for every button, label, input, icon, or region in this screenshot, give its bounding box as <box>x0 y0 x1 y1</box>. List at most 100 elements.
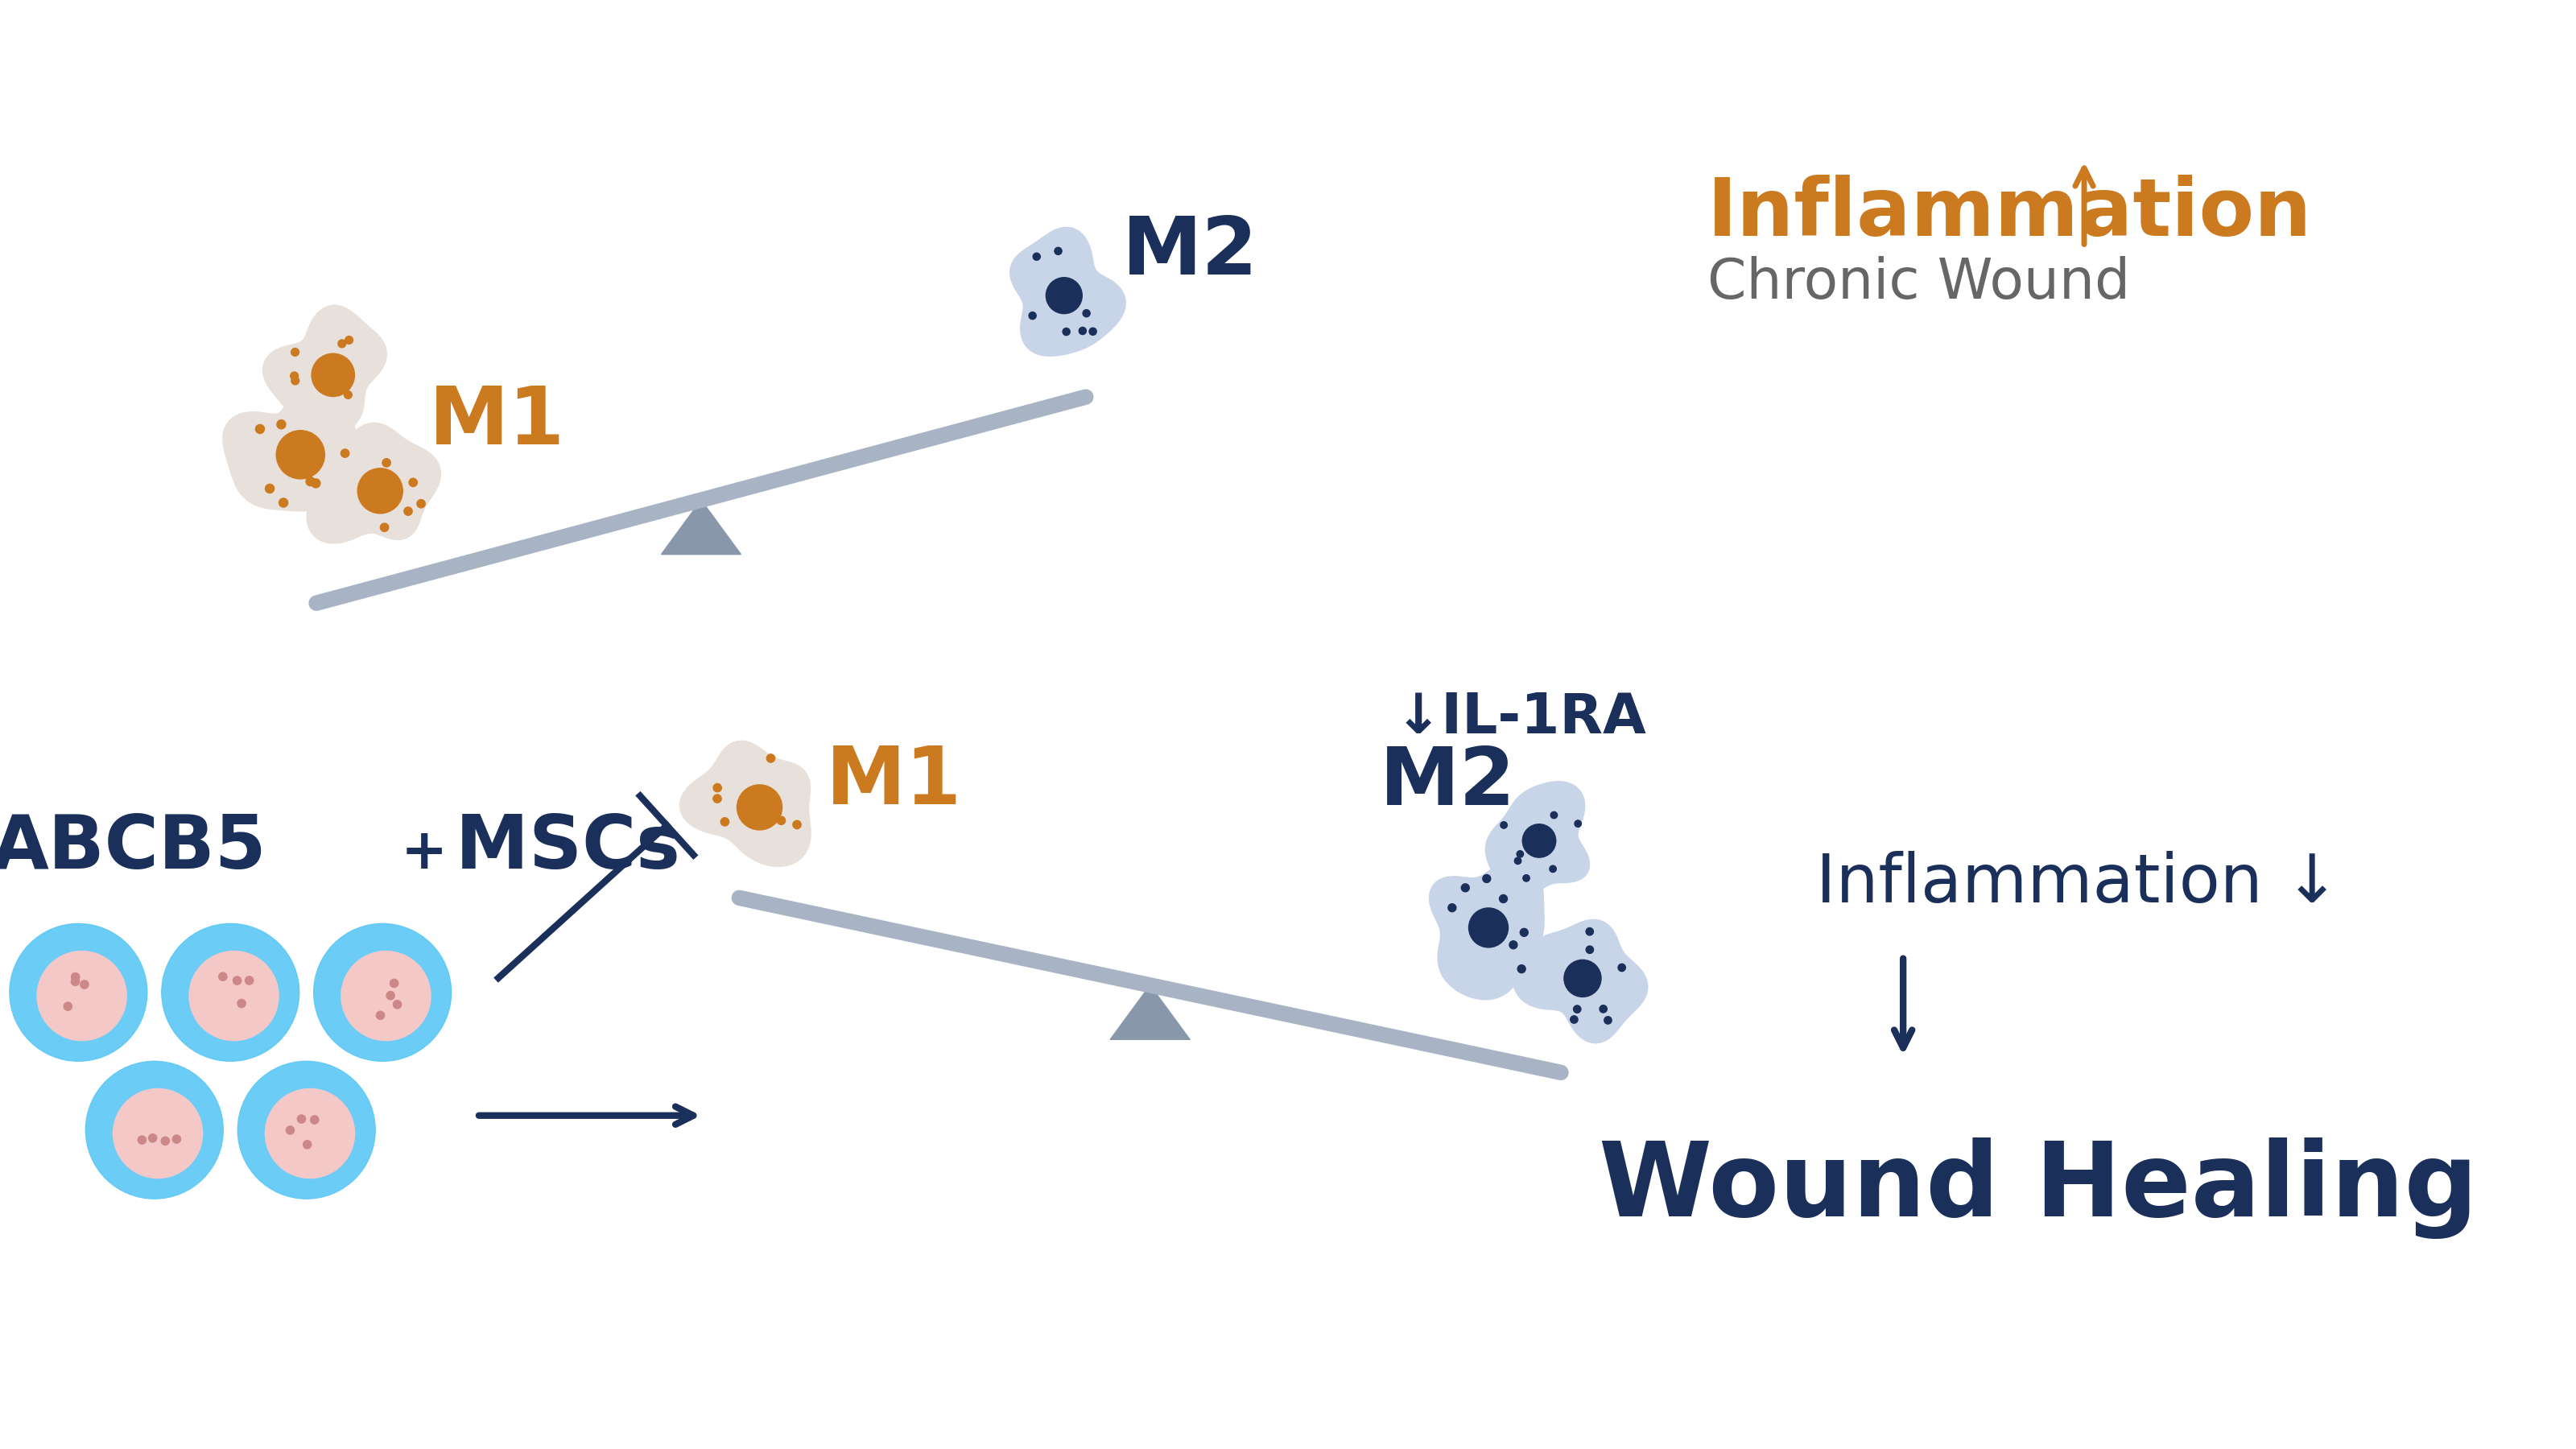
Circle shape <box>1028 312 1036 319</box>
Circle shape <box>358 468 402 513</box>
Circle shape <box>1054 248 1061 255</box>
Circle shape <box>149 1135 157 1142</box>
Text: Chronic Wound: Chronic Wound <box>1708 256 2130 310</box>
Polygon shape <box>307 423 440 543</box>
Polygon shape <box>263 306 386 433</box>
Circle shape <box>1618 964 1625 971</box>
Circle shape <box>314 923 451 1061</box>
Circle shape <box>1484 875 1492 882</box>
Circle shape <box>237 1000 245 1007</box>
Circle shape <box>291 372 299 380</box>
Circle shape <box>139 1136 147 1145</box>
Circle shape <box>278 498 289 507</box>
Circle shape <box>376 1011 384 1020</box>
Polygon shape <box>1512 920 1649 1043</box>
Circle shape <box>219 972 227 981</box>
Circle shape <box>737 785 783 830</box>
Circle shape <box>1046 278 1082 313</box>
Circle shape <box>312 354 355 397</box>
Circle shape <box>1448 904 1455 911</box>
Circle shape <box>1520 929 1528 936</box>
Text: Inflammation ↓: Inflammation ↓ <box>1816 851 2342 916</box>
Polygon shape <box>662 500 742 555</box>
Circle shape <box>340 449 350 458</box>
Circle shape <box>1499 822 1507 829</box>
Text: M1: M1 <box>428 383 564 461</box>
Circle shape <box>162 923 299 1061</box>
Text: MSCs: MSCs <box>430 811 680 884</box>
Circle shape <box>1079 327 1087 335</box>
Circle shape <box>36 951 126 1040</box>
Circle shape <box>80 981 88 988</box>
Circle shape <box>1499 895 1507 903</box>
Circle shape <box>265 1088 355 1178</box>
Circle shape <box>1564 959 1602 997</box>
Circle shape <box>768 753 775 762</box>
Circle shape <box>291 348 299 356</box>
Polygon shape <box>1486 781 1589 895</box>
Circle shape <box>1574 1006 1582 1013</box>
Circle shape <box>1468 909 1507 948</box>
Circle shape <box>1510 940 1517 949</box>
Text: M1: M1 <box>827 743 963 822</box>
Circle shape <box>72 972 80 981</box>
Circle shape <box>312 478 319 488</box>
Circle shape <box>309 1116 319 1124</box>
Polygon shape <box>1110 985 1190 1039</box>
Circle shape <box>291 377 299 384</box>
Circle shape <box>113 1088 204 1178</box>
Circle shape <box>1517 965 1525 972</box>
Circle shape <box>1090 327 1097 335</box>
Circle shape <box>1587 946 1595 953</box>
Circle shape <box>1551 811 1558 819</box>
Text: ABCB5: ABCB5 <box>0 811 265 884</box>
Circle shape <box>389 980 399 987</box>
Polygon shape <box>224 377 361 511</box>
Circle shape <box>286 1126 294 1135</box>
Text: Inflammation: Inflammation <box>1708 175 2313 254</box>
Circle shape <box>296 1114 307 1123</box>
Circle shape <box>173 1135 180 1143</box>
Circle shape <box>340 951 430 1040</box>
Circle shape <box>72 978 80 985</box>
Circle shape <box>1522 824 1556 858</box>
Circle shape <box>232 977 242 985</box>
Circle shape <box>1587 927 1595 936</box>
Circle shape <box>10 923 147 1061</box>
Circle shape <box>1082 310 1090 317</box>
Circle shape <box>386 991 394 1000</box>
Circle shape <box>1515 858 1522 864</box>
Circle shape <box>793 820 801 829</box>
Text: Wound Healing: Wound Healing <box>1600 1137 2478 1239</box>
Circle shape <box>304 1140 312 1149</box>
Circle shape <box>1551 865 1556 872</box>
Text: M2: M2 <box>1381 743 1517 822</box>
Circle shape <box>1571 1016 1579 1023</box>
Circle shape <box>265 484 273 493</box>
Circle shape <box>417 500 425 507</box>
Circle shape <box>714 784 721 793</box>
Text: M2: M2 <box>1123 213 1257 291</box>
Circle shape <box>1600 1006 1607 1013</box>
Circle shape <box>162 1137 170 1145</box>
Circle shape <box>345 391 353 398</box>
Circle shape <box>1517 851 1522 858</box>
Circle shape <box>276 430 325 478</box>
Polygon shape <box>680 740 811 867</box>
Circle shape <box>1064 327 1069 335</box>
Circle shape <box>381 523 389 532</box>
Circle shape <box>307 477 314 485</box>
Circle shape <box>1461 884 1468 891</box>
Circle shape <box>1605 1017 1613 1024</box>
Circle shape <box>778 816 786 824</box>
Polygon shape <box>1010 227 1126 356</box>
Text: ↓IL-1RA: ↓IL-1RA <box>1394 691 1646 745</box>
Polygon shape <box>1430 859 1543 1000</box>
Circle shape <box>1033 254 1041 261</box>
Circle shape <box>188 951 278 1040</box>
Circle shape <box>381 458 392 467</box>
Circle shape <box>276 420 286 429</box>
Circle shape <box>237 1061 376 1198</box>
Circle shape <box>410 478 417 487</box>
Circle shape <box>255 425 265 433</box>
